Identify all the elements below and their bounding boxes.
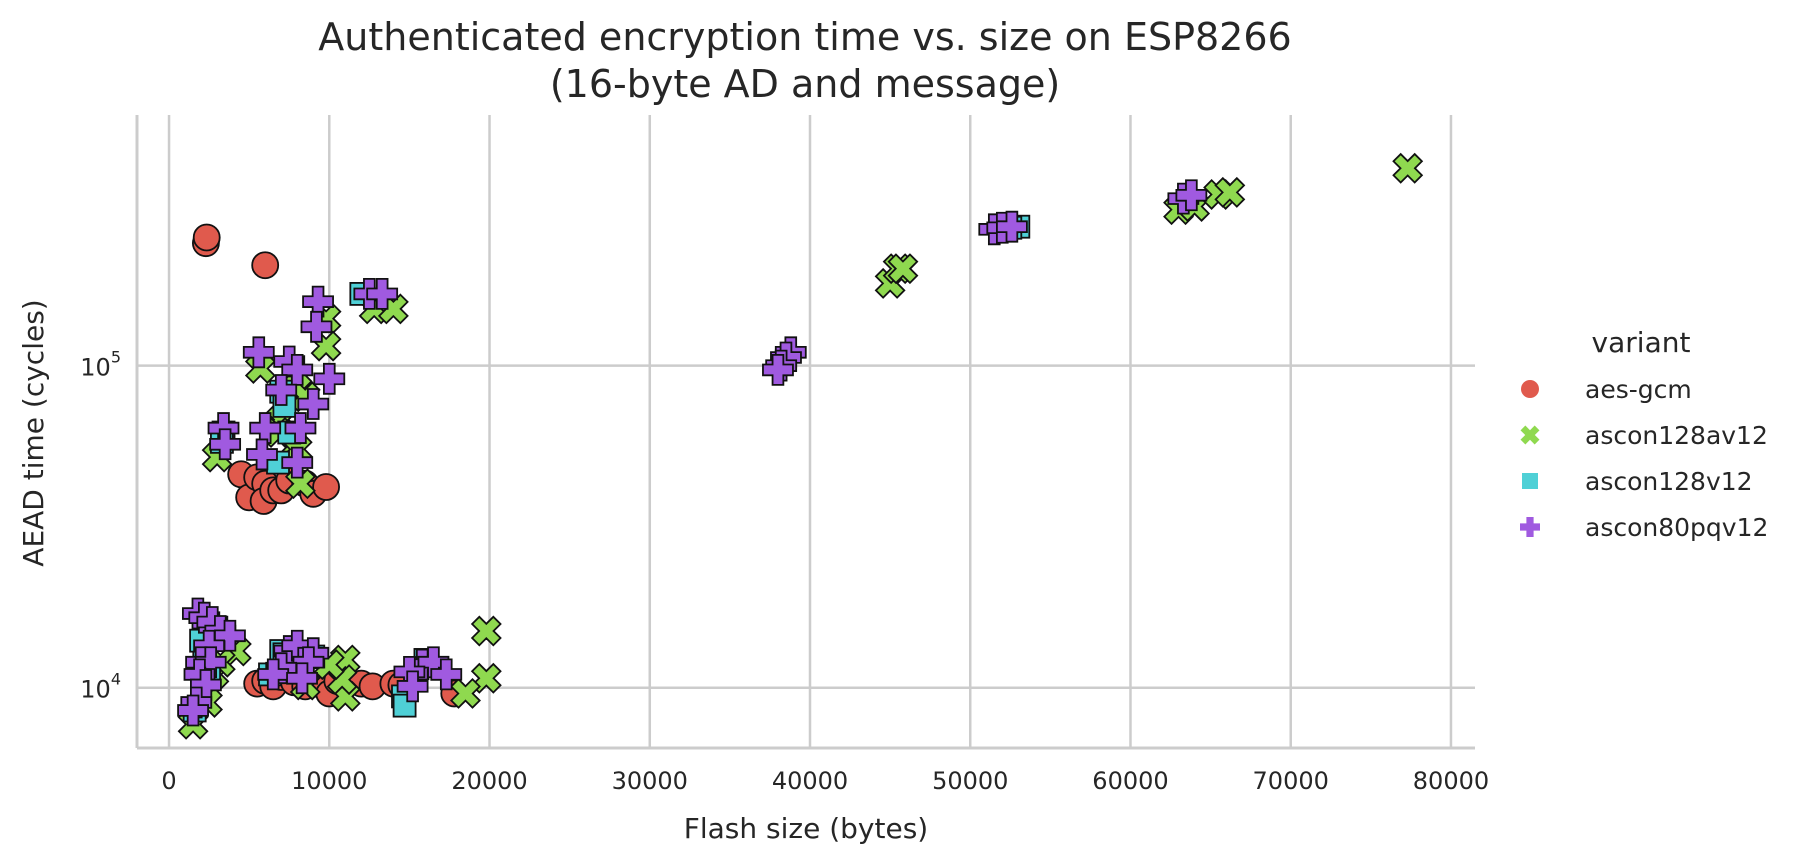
legend-marker xyxy=(1520,517,1540,537)
data-point xyxy=(430,658,463,691)
data-point xyxy=(257,658,290,691)
y-axis-ticks: 104 105 xyxy=(80,348,121,704)
data-point xyxy=(1175,179,1208,212)
data-point xyxy=(1214,176,1246,208)
data-point xyxy=(246,438,278,471)
x-tick-label: 80000 xyxy=(1413,767,1489,795)
data-point xyxy=(887,253,919,285)
data-point xyxy=(242,336,275,369)
x-tick-label: 40000 xyxy=(772,767,848,795)
x-tick-label: 0 xyxy=(161,767,176,795)
x-axis-label: Flash size (bytes) xyxy=(684,812,928,845)
x-tick-label: 30000 xyxy=(612,767,688,795)
data-point xyxy=(300,310,333,343)
x-tick-label: 50000 xyxy=(932,767,1008,795)
data-point xyxy=(297,388,330,420)
data-point xyxy=(470,615,502,647)
data-point xyxy=(209,428,242,461)
series-ascon80pqv12 xyxy=(177,179,1208,727)
data-point xyxy=(312,473,340,501)
data-point xyxy=(177,694,209,727)
data-point xyxy=(313,362,346,395)
x-tick-label: 10000 xyxy=(291,767,367,795)
data-point xyxy=(194,646,227,679)
x-tick-label: 60000 xyxy=(1092,767,1168,795)
legend-marker xyxy=(1520,425,1540,445)
x-tick-label: 20000 xyxy=(451,767,527,795)
data-point xyxy=(265,374,298,406)
data-point xyxy=(396,670,429,703)
chart-subtitle: (16-byte AD and message) xyxy=(550,62,1060,106)
data-point xyxy=(286,662,318,695)
grid xyxy=(137,115,1475,748)
legend-label: ascon80pqv12 xyxy=(1585,513,1768,542)
data-point xyxy=(1392,152,1424,184)
y-tick-label: 104 xyxy=(80,670,121,704)
x-axis-ticks: 0 10000 20000 30000 40000 50000 60000 70000 8000… xyxy=(161,767,1489,795)
data-points xyxy=(177,152,1424,740)
data-point xyxy=(302,285,334,318)
y-tick-label: 105 xyxy=(80,348,121,382)
legend-label: ascon128av12 xyxy=(1585,421,1768,450)
legend-label: ascon128v12 xyxy=(1585,467,1753,496)
data-point xyxy=(249,412,282,444)
data-point xyxy=(281,354,314,386)
legend-title: variant xyxy=(1592,326,1691,359)
legend-label: aes-gcm xyxy=(1585,375,1692,404)
data-point xyxy=(251,251,280,280)
data-point xyxy=(366,278,399,310)
data-point xyxy=(281,446,314,479)
axes-spines xyxy=(135,115,1475,750)
data-point xyxy=(284,412,317,444)
chart-title: Authenticated encryption time vs. size o… xyxy=(318,15,1291,59)
data-point xyxy=(762,354,794,386)
x-tick-label: 70000 xyxy=(1253,767,1329,795)
legend-marker xyxy=(1521,380,1539,398)
data-point xyxy=(996,210,1028,243)
data-point xyxy=(192,223,221,252)
series-ascon128av12 xyxy=(177,152,1424,740)
legend-marker xyxy=(1522,473,1538,489)
legend: variant aes-gcm ascon128av12 ascon128v12 as… xyxy=(1520,326,1768,542)
y-axis-label: AEAD time (cycles) xyxy=(17,299,50,566)
